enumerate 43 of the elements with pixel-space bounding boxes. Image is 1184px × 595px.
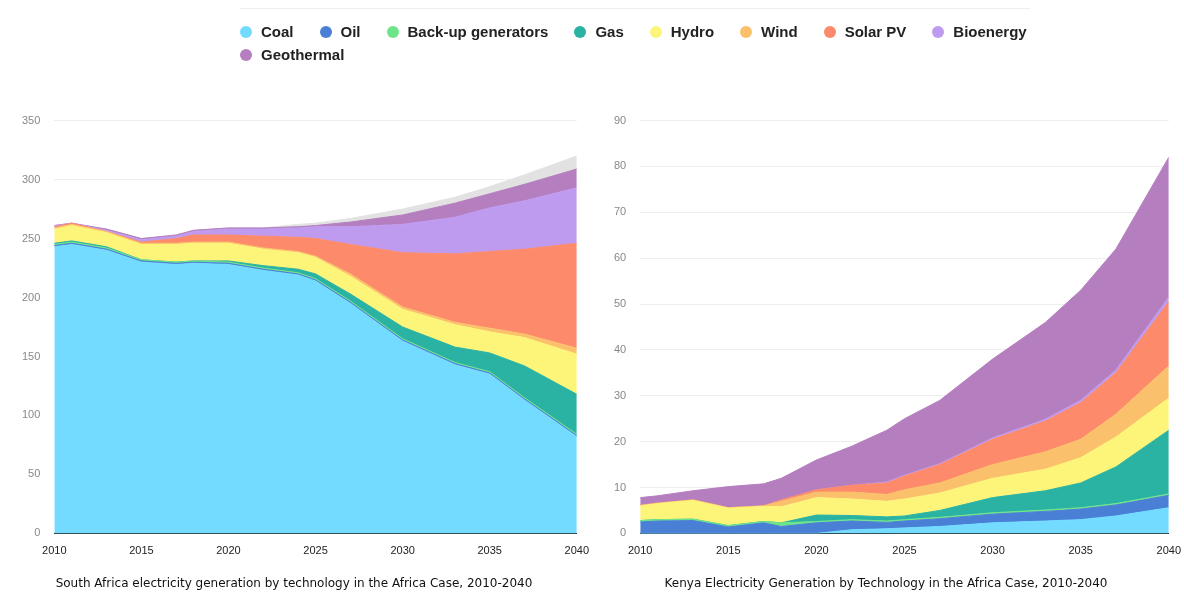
y-tick-label: 20: [613, 434, 627, 447]
legend-label: Geothermal: [261, 46, 345, 63]
x-tick-label: 2040: [564, 544, 590, 557]
x-tick-label: 2010: [42, 544, 67, 557]
y-tick-label: 50: [28, 467, 41, 480]
y-tick-label: 100: [21, 408, 41, 421]
y-tick-label: 250: [21, 231, 41, 244]
y-tick-label: 50: [613, 297, 627, 310]
x-tick-label: 2035: [477, 544, 502, 557]
y-tick-label: 200: [21, 290, 41, 303]
x-tick-label: 2030: [390, 544, 415, 557]
x-tick-label: 2030: [980, 544, 1005, 557]
x-tick-label: 2020: [216, 544, 241, 557]
x-tick-label: 2040: [1156, 544, 1182, 557]
text: South Africa electricity generation by technology in the Africa Case, 2010-2040: [55, 575, 533, 590]
y-tick-label: 70: [613, 205, 627, 218]
legend-label: Bioenergy: [953, 23, 1027, 40]
x-tick-label: 2015: [716, 544, 741, 557]
x-tick-label: 2025: [303, 544, 328, 557]
x-tick-label: 2035: [1068, 544, 1093, 557]
y-tick-label: 300: [21, 172, 41, 185]
legend-label: Solar PV: [844, 23, 907, 40]
legend-label: Coal: [261, 23, 294, 40]
legend-label: Hydro: [670, 23, 715, 40]
y-tick-label: 350: [21, 113, 41, 126]
y-tick-label: 0: [620, 526, 627, 539]
x-tick-label: 2025: [892, 544, 917, 557]
legend-label: Wind: [761, 23, 798, 40]
x-tick-label: 2020: [804, 544, 829, 557]
y-tick-label: 80: [613, 159, 627, 172]
y-tick-label: 40: [613, 342, 627, 355]
x-tick-label: 2015: [129, 544, 154, 557]
y-tick-label: 90: [613, 113, 627, 126]
y-tick-label: 60: [613, 251, 627, 264]
y-tick-label: 10: [613, 480, 627, 493]
legend-label: Oil: [340, 23, 361, 40]
text: Kenya Electricity Generation by Technology in the Africa Case, 2010-2040: [664, 575, 1108, 590]
legend-label: Back-up generators: [407, 23, 549, 40]
legend-label: Gas: [595, 23, 624, 40]
x-tick-label: 2010: [627, 544, 653, 557]
y-tick-label: 150: [21, 349, 41, 362]
y-tick-label: 0: [34, 526, 41, 539]
y-tick-label: 30: [613, 388, 627, 401]
